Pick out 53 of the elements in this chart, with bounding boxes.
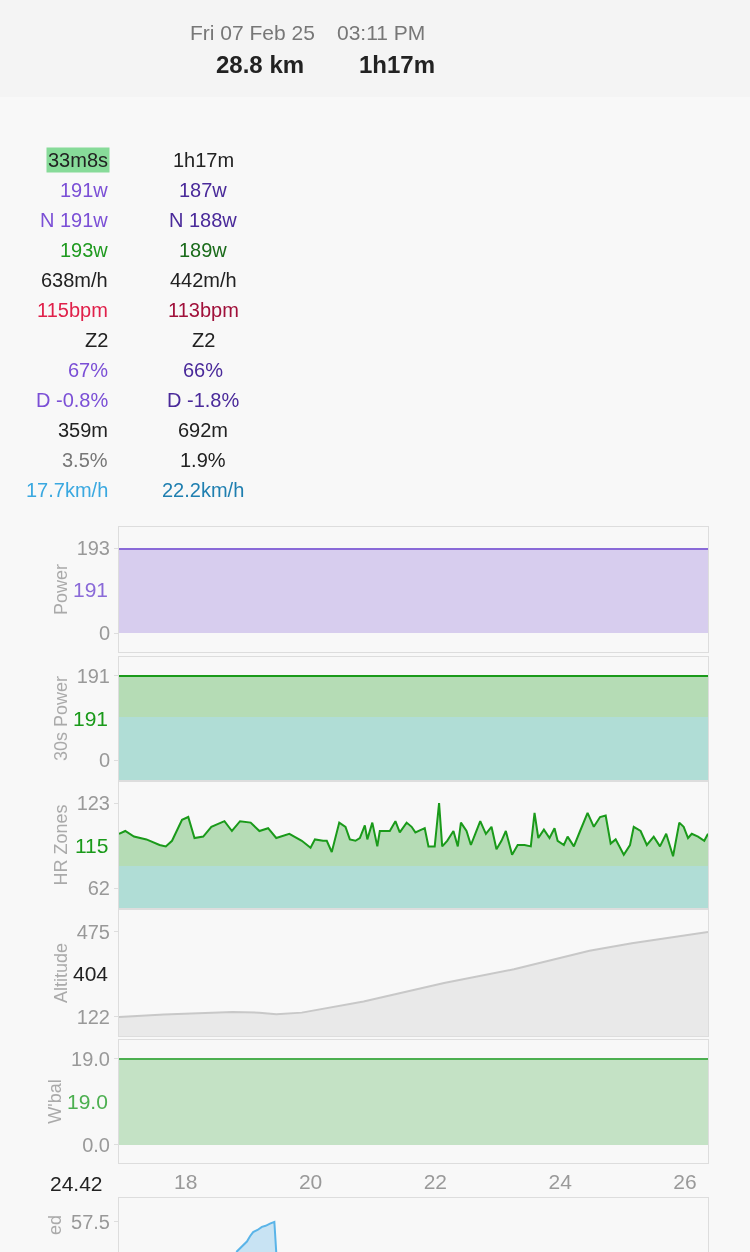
text: 404 <box>73 962 109 985</box>
text: 115bpm <box>37 299 108 321</box>
text: 1.9% <box>180 449 226 471</box>
text: 1h17m <box>359 51 436 78</box>
y-tick-label: 62 <box>87 877 110 900</box>
text: 3.5% <box>62 449 108 471</box>
y-axis-title: ed <box>45 1214 66 1236</box>
text: 113bpm <box>168 299 239 321</box>
y-axis-title: 30s Power <box>50 675 71 762</box>
text: 692m <box>178 419 229 441</box>
y-tick-label: 0 <box>98 749 110 772</box>
y-tick-label: 123 <box>76 792 110 814</box>
y-axis-title: W'bal <box>45 1079 66 1124</box>
text: Fri 07 Feb 25 <box>190 21 315 44</box>
text: 115 <box>75 834 109 857</box>
text: 359m <box>58 419 109 441</box>
text: 33m8s <box>48 149 109 171</box>
text: 442m/h <box>170 269 237 291</box>
y-tick-label: 0 <box>98 622 110 645</box>
text: 17.7km/h <box>26 479 109 501</box>
text: 189w <box>179 239 228 261</box>
x-tick-label: 26 <box>673 1170 697 1194</box>
x-tick-label: 20 <box>298 1170 323 1194</box>
text: N 188w <box>169 209 238 231</box>
y-axis-title: Power <box>50 563 71 616</box>
text: 193w <box>60 239 109 261</box>
text: 638m/h <box>41 269 108 291</box>
y-tick-label: 19.0 <box>71 1047 110 1070</box>
y-tick-label: 475 <box>76 920 110 943</box>
y-tick-label: 193 <box>76 537 110 560</box>
text: 67% <box>68 359 109 381</box>
y-axis-title: HR Zones <box>50 804 71 886</box>
text: 28.8 km <box>216 51 305 78</box>
text: 66% <box>183 359 224 381</box>
text: D -0.8% <box>36 389 109 411</box>
y-axis-title: Altitude <box>50 942 71 1004</box>
text: 187w <box>179 179 228 201</box>
text: 1h17m <box>173 149 235 171</box>
y-tick-label: 191 <box>76 664 110 687</box>
text: D -1.8% <box>167 389 240 411</box>
y-tick-label: 57.5 <box>71 1210 110 1233</box>
text: 191w <box>60 179 109 201</box>
y-tick-label: 0.0 <box>82 1133 110 1156</box>
text: Z2 <box>192 329 216 351</box>
x-tick-label: 22 <box>423 1170 448 1194</box>
text: 24.42 <box>50 1172 103 1195</box>
text: Z2 <box>85 329 109 351</box>
text: N 191w <box>40 209 109 231</box>
text: 22.2km/h <box>162 479 245 501</box>
x-tick-label: 24 <box>548 1170 573 1194</box>
y-tick-label: 122 <box>76 1005 110 1028</box>
x-tick-label: 18 <box>174 1170 198 1194</box>
text: 03:11 PM <box>337 21 426 44</box>
